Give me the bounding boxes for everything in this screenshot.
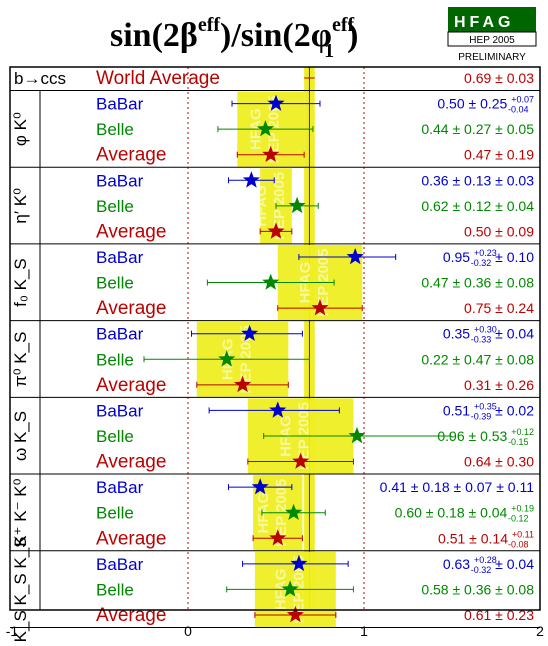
experiment-label-3-0: BaBar <box>96 325 144 344</box>
experiment-label-6-1: Belle <box>96 580 134 599</box>
chart-header: sin(2βeff)/sin(2φeff 1) HFAG HEP 2005 PRE… <box>110 7 537 63</box>
value-text-1-0: 0.36 ± 0.13 ± 0.03 <box>421 172 534 188</box>
experiment-label-4-2: Average <box>96 452 166 473</box>
star-marker-0-2 <box>262 145 280 162</box>
value-text-5-1: 0.60 ± 0.18 ± 0.04 +0.19 -0.12 <box>395 504 534 524</box>
mode-label-6: K_S K_S K_S <box>11 536 30 642</box>
value-text-3-0: 0.35 +0.30 -0.33 ± 0.04 <box>443 325 534 345</box>
experiment-label-6-2: Average <box>96 605 166 626</box>
world-average-label: World Average <box>96 68 220 89</box>
star-marker-2-2 <box>311 299 329 316</box>
star-marker-4-1 <box>348 427 366 444</box>
world-average-category: b→ccs <box>14 69 66 88</box>
mode-label-4: ω K_S <box>11 411 30 461</box>
value-text-2-2: 0.75 ± 0.24 <box>464 300 534 316</box>
value-text-1-2: 0.50 ± 0.09 <box>464 223 534 239</box>
star-marker-3-2 <box>234 375 252 393</box>
hfag-badge-box <box>448 7 536 32</box>
x-tick-label-3: 2 <box>536 623 544 639</box>
experiment-label-0-1: Belle <box>96 120 134 139</box>
x-tick-label-2: 1 <box>360 623 368 639</box>
star-marker-1-2 <box>267 222 285 239</box>
experiment-label-2-1: Belle <box>96 274 134 293</box>
star-marker-6-2 <box>286 606 304 623</box>
experiment-label-5-2: Average <box>96 528 166 549</box>
star-marker-5-2 <box>269 529 287 546</box>
experiment-label-0-0: BaBar <box>96 95 144 114</box>
star-marker-0-1 <box>256 120 274 137</box>
value-text-6-2: 0.61 ± 0.23 <box>464 607 534 623</box>
star-marker-1-1 <box>288 196 306 214</box>
experiment-label-4-1: Belle <box>96 427 134 446</box>
mode-label-2: f₀ K_S <box>11 258 30 307</box>
star-marker-2-1 <box>262 273 280 290</box>
mode-label-3: π⁰ K_S <box>11 332 30 387</box>
value-text-4-1: 0.96 ± 0.53 +0.12 -0.15 <box>437 427 534 447</box>
value-text-1-1: 0.62 ± 0.12 ± 0.04 <box>421 198 534 214</box>
watermark-1-0: HFAG <box>253 185 270 227</box>
star-marker-4-2 <box>292 452 310 469</box>
value-text-0-0: 0.50 ± 0.25 +0.07 -0.04 <box>437 95 534 115</box>
star-marker-5-1 <box>285 503 303 520</box>
value-text-4-2: 0.64 ± 0.30 <box>464 454 534 470</box>
mode-label-1: η′ K⁰ <box>11 188 30 224</box>
x-tick-label-1: 0 <box>184 623 192 639</box>
experiment-label-0-2: Average <box>96 145 166 166</box>
star-marker-3-1 <box>218 350 236 367</box>
value-text-5-0: 0.41 ± 0.18 ± 0.07 ± 0.11 <box>380 479 535 495</box>
experiment-label-1-2: Average <box>96 221 166 242</box>
chart-title: sin(2βeff)/sin(2φeff 1) <box>110 14 358 62</box>
star-marker-1-0 <box>242 171 260 188</box>
value-text-4-0: 0.51 +0.35 -0.39 ± 0.02 <box>443 401 534 421</box>
experiment-label-5-0: BaBar <box>96 478 144 497</box>
value-text-6-1: 0.58 ± 0.36 ± 0.08 <box>421 581 534 597</box>
mode-label-5: K⁺ K⁻ K⁰ <box>11 478 30 546</box>
star-marker-6-1 <box>281 580 299 597</box>
value-text-3-1: 0.22 ± 0.47 ± 0.08 <box>421 351 534 367</box>
hfag-badge-text: HFAG <box>454 14 514 31</box>
value-text-5-2: 0.51 ± 0.14 +0.11 -0.08 <box>438 529 534 549</box>
hfag-badge-subbox <box>447 31 537 47</box>
value-text-2-0: 0.95 +0.23 -0.32 ± 0.10 <box>443 248 534 268</box>
world-average-value: 0.69 ± 0.03 <box>464 70 534 86</box>
experiment-label-6-0: BaBar <box>96 555 144 574</box>
star-marker-2-0 <box>346 248 364 265</box>
star-marker-4-0 <box>269 401 287 418</box>
experiment-label-1-0: BaBar <box>96 171 144 190</box>
chart-frame-layer <box>9 66 541 628</box>
value-text-0-2: 0.47 ± 0.19 <box>464 147 534 163</box>
value-text-6-0: 0.63 +0.28 -0.32 ± 0.04 <box>443 555 534 575</box>
plot-frame <box>9 66 541 611</box>
value-text-2-1: 0.47 ± 0.36 ± 0.08 <box>421 275 534 291</box>
star-marker-5-0 <box>251 478 269 495</box>
x-tick-label-0: -1 <box>6 623 19 639</box>
experiment-label-3-1: Belle <box>96 350 134 369</box>
star-marker-0-0 <box>267 94 285 111</box>
value-text-3-2: 0.31 ± 0.26 <box>464 377 534 393</box>
experiment-label-4-0: BaBar <box>96 401 144 420</box>
value-text-0-1: 0.44 ± 0.27 ± 0.05 <box>421 121 534 137</box>
chart-marks-layer <box>143 77 451 623</box>
star-marker-6-0 <box>290 554 308 572</box>
experiment-label-2-0: BaBar <box>96 248 144 267</box>
chart-labels-layer: b→ccs World Average 0.69 ± 0.03 φ K⁰ BaBar 0.… <box>6 68 544 642</box>
experiment-label-2-2: Average <box>96 298 166 319</box>
mode-label-0: φ K⁰ <box>11 112 30 146</box>
experiment-label-3-2: Average <box>96 375 166 396</box>
experiment-label-1-1: Belle <box>96 197 134 216</box>
experiment-label-5-1: Belle <box>96 504 134 523</box>
preliminary-label: PRELIMINARY <box>458 52 526 63</box>
hfag-badge-year: HEP 2005 <box>469 35 515 46</box>
star-marker-3-0 <box>241 324 259 341</box>
